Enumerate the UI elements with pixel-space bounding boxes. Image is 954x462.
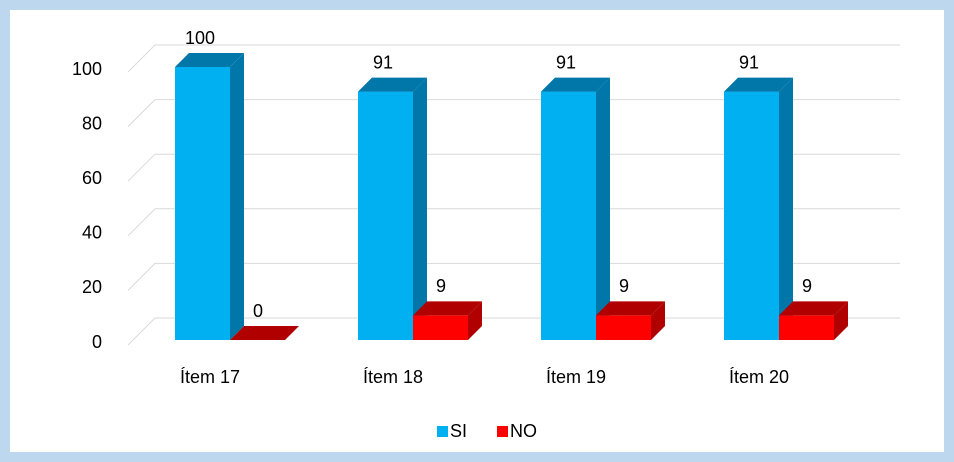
- plot-background: [10, 10, 944, 452]
- legend-label: SI: [450, 421, 467, 441]
- data-label: 9: [802, 276, 812, 296]
- y-tick-label: 80: [82, 113, 102, 133]
- bar: [779, 315, 834, 340]
- bar-top: [175, 53, 244, 67]
- bar-top: [779, 301, 848, 316]
- bar-side: [779, 77, 793, 340]
- y-tick-label: 40: [82, 223, 102, 243]
- data-label: 91: [556, 52, 576, 72]
- x-tick-label: Ítem 20: [729, 367, 789, 387]
- data-label: 9: [436, 276, 446, 296]
- legend-label: NO: [510, 421, 537, 441]
- x-tick-label: Ítem 17: [180, 367, 240, 387]
- bar-top: [413, 301, 482, 316]
- grid-line: [127, 262, 900, 291]
- bar: [413, 315, 468, 340]
- grid-line: [127, 153, 900, 182]
- grid-line: [127, 208, 900, 237]
- y-tick-label: 60: [82, 168, 102, 188]
- bar: [175, 67, 230, 340]
- y-tick-label: 100: [72, 59, 102, 79]
- legend-swatch: [497, 426, 508, 437]
- y-tick-label: 0: [92, 332, 102, 352]
- bar-top: [724, 77, 793, 92]
- bar-side: [651, 301, 665, 340]
- bar-top: [230, 326, 299, 340]
- bar: [724, 91, 779, 340]
- grid-line: [127, 44, 900, 73]
- data-label: 9: [619, 276, 629, 296]
- bar-side: [413, 77, 427, 340]
- bar-top: [541, 77, 610, 92]
- bar: [541, 91, 596, 340]
- bar: [596, 315, 651, 340]
- bar-top: [358, 77, 427, 92]
- bar-side: [468, 301, 482, 340]
- bar-side: [230, 53, 244, 340]
- bar-top: [596, 301, 665, 316]
- data-label: 100: [185, 28, 215, 48]
- bar: [358, 91, 413, 340]
- x-tick-label: Ítem 19: [546, 367, 606, 387]
- bar-side: [596, 77, 610, 340]
- data-label: 0: [253, 301, 263, 321]
- legend-swatch: [437, 426, 448, 437]
- x-tick-label: Ítem 18: [363, 367, 423, 387]
- y-tick-label: 20: [82, 277, 102, 297]
- data-label: 91: [739, 52, 759, 72]
- grid-line: [127, 99, 900, 127]
- bar-side: [834, 301, 848, 340]
- data-label: 91: [373, 52, 393, 72]
